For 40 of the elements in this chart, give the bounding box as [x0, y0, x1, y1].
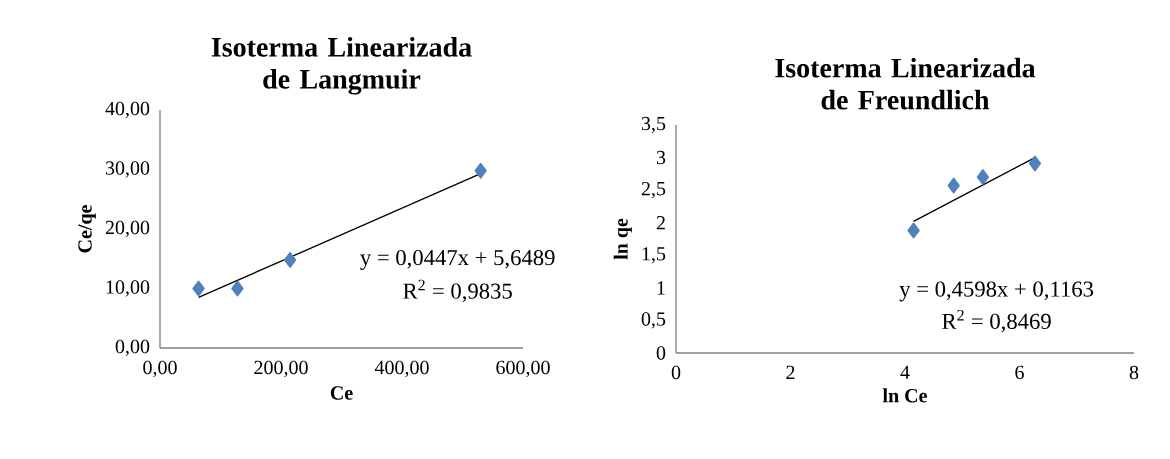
y-tick-label: 2	[656, 216, 665, 230]
annotation: R$^{2}$ = 0,9835	[403, 279, 512, 303]
point	[947, 177, 960, 194]
annotation: y = 0,0447x + 5,6489	[360, 249, 555, 270]
y-tick-label: 2,5	[641, 181, 666, 199]
y-tick-label: 3	[656, 150, 666, 165]
y-tick-label: 0,00	[115, 339, 150, 357]
point	[231, 280, 244, 297]
point	[283, 251, 297, 268]
x-tick-label: 6	[1015, 365, 1024, 380]
y-tick-label: 40,00	[105, 101, 150, 119]
point	[192, 280, 205, 297]
chart-title: Isoterma Linearizada de Freundlich	[775, 57, 1036, 110]
x-axis-title: Ce	[330, 386, 353, 400]
chart-title: Isoterma Linearizada de Langmuir	[211, 37, 472, 95]
y-tick-label: 0,5	[641, 312, 666, 329]
x-tick-label: 2	[786, 365, 795, 379]
y-tick-label: 10,00	[106, 280, 150, 297]
x-tick-label: 200,00	[254, 360, 308, 378]
x-tick-label: 8	[1129, 365, 1139, 380]
point	[976, 169, 990, 186]
x-tick-label: 600,00	[496, 360, 550, 378]
y-tick-label: 3,5	[641, 116, 666, 134]
point	[474, 162, 487, 179]
y-tick-label: 1	[657, 281, 665, 295]
y-tick-label: 20,00	[105, 220, 150, 238]
x-tick-label: 0	[671, 365, 681, 380]
point	[1028, 155, 1042, 172]
y-tick-label: 30,00	[105, 161, 150, 178]
y-axis-title: ln qe	[613, 218, 632, 260]
x-tick-label: 4	[900, 365, 910, 379]
y-tick-label: 0	[656, 346, 666, 360]
y-axis-title: Ce/qe	[78, 205, 96, 253]
point	[907, 222, 920, 239]
annotation: R$^{2}$ = 0,8469	[942, 309, 1051, 333]
x-tick-label: 400,00	[374, 360, 429, 378]
y-tick-label: 1,5	[642, 247, 666, 264]
x-axis-title: ln Ce	[882, 388, 927, 403]
x-tick-label: 0,00	[143, 360, 177, 378]
annotation: y = 0,4598x + 0,1163	[899, 281, 1094, 302]
